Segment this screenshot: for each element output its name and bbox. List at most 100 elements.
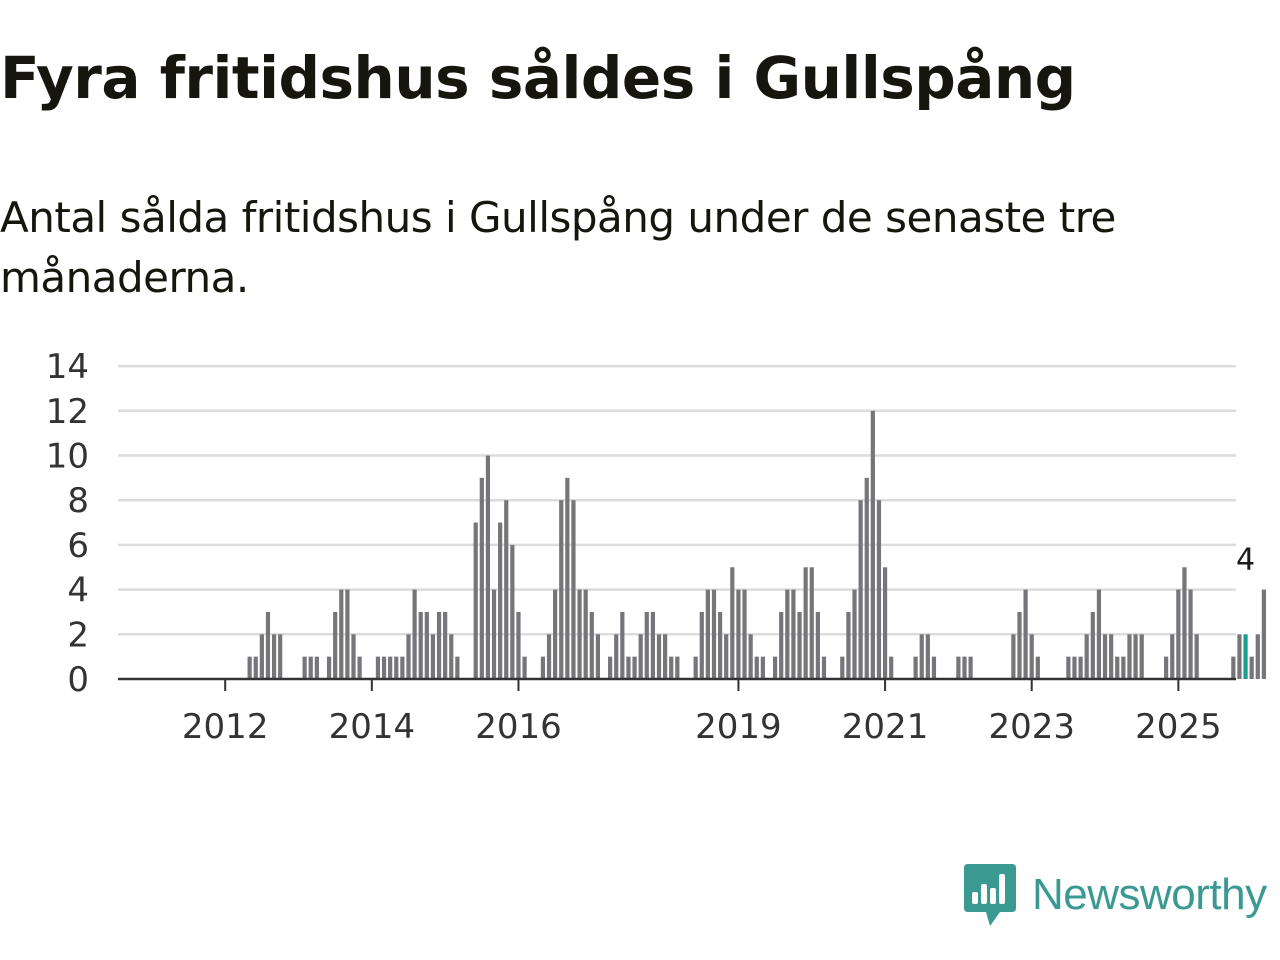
bar [314, 656, 319, 679]
bar [259, 634, 264, 679]
bar [388, 656, 393, 679]
bar [809, 567, 814, 679]
bar [1102, 634, 1108, 679]
bar [253, 656, 258, 679]
bar [815, 611, 820, 679]
x-tick-label: 2025 [1135, 707, 1222, 747]
bar [632, 656, 637, 679]
bar [1255, 634, 1260, 679]
bar [699, 611, 704, 679]
bar [1078, 656, 1083, 679]
bar [522, 656, 527, 679]
bar [638, 634, 643, 679]
y-tick-label: 6 [67, 526, 89, 566]
bar [424, 611, 429, 679]
bar [381, 656, 387, 679]
bar [455, 656, 460, 679]
y-tick-label: 8 [67, 481, 89, 521]
bar [516, 611, 521, 679]
y-tick-label: 12 [46, 392, 89, 432]
bar [1188, 589, 1193, 679]
bar [326, 656, 332, 679]
y-tick-label: 14 [46, 347, 89, 387]
chart-title: Fyra fritidshus såldes i Gullspång [0, 44, 1076, 112]
bar [919, 634, 924, 679]
bar [302, 656, 307, 679]
bar [559, 500, 564, 679]
bar [400, 656, 405, 679]
bar [1133, 634, 1138, 679]
bar [724, 634, 729, 679]
bar [247, 656, 252, 679]
bar [1109, 634, 1114, 679]
bar [565, 477, 570, 679]
bar [821, 656, 827, 679]
bar [595, 634, 600, 679]
x-tick-label: 2021 [842, 707, 929, 747]
x-tick-label: 2016 [475, 707, 562, 747]
bar [675, 656, 680, 679]
bar [443, 611, 448, 679]
y-tick-label: 4 [67, 571, 89, 611]
bar [968, 656, 973, 679]
bar [791, 589, 796, 679]
bar [1011, 634, 1016, 679]
bar [1017, 611, 1022, 679]
bar [351, 634, 356, 679]
bar [510, 544, 515, 679]
bar [412, 589, 417, 679]
bar [577, 589, 582, 679]
bar [265, 611, 271, 679]
bar [846, 611, 851, 679]
bar [1164, 656, 1169, 679]
bar [705, 589, 710, 679]
bar [803, 567, 808, 679]
bar [473, 522, 478, 679]
bar [430, 634, 436, 679]
bar [852, 589, 857, 679]
bar [785, 589, 790, 679]
bar [876, 500, 882, 679]
x-axis-tick-labels: 2012 2014 2016 2019 2021 2023 2025 [182, 707, 1222, 747]
bar [760, 656, 765, 679]
bar [931, 656, 937, 679]
bar [1090, 611, 1095, 679]
bar [620, 611, 625, 679]
bar [742, 589, 747, 679]
bar [504, 500, 509, 679]
newsworthy-brand[interactable]: Newsworthy [962, 860, 1267, 930]
bar [1121, 656, 1126, 679]
bar [882, 567, 888, 679]
bar [1237, 634, 1242, 679]
bar [779, 611, 784, 679]
y-tick-label: 2 [67, 615, 89, 655]
bar [375, 656, 381, 679]
bar [754, 656, 759, 679]
bar [925, 634, 930, 679]
bar [913, 656, 918, 679]
bar [736, 589, 741, 679]
bar [797, 611, 802, 679]
bar [436, 611, 442, 679]
bar [345, 589, 350, 679]
bar [663, 634, 668, 679]
bar [1176, 589, 1181, 679]
x-tick-label: 2014 [329, 707, 416, 747]
bar [870, 410, 875, 679]
bar [540, 656, 546, 679]
bar [308, 656, 313, 679]
bar [1261, 589, 1266, 679]
newsworthy-logo-icon [964, 864, 1016, 926]
bar [626, 656, 631, 679]
bar [730, 567, 735, 679]
bar [1249, 656, 1254, 679]
bar [418, 611, 423, 679]
y-axis-tick-labels: 0 24 6 810 12 14 [46, 347, 89, 700]
bar [656, 634, 662, 679]
grid-lines [118, 364, 1236, 636]
bar [669, 656, 674, 679]
bar [1035, 656, 1040, 679]
bar [1115, 656, 1120, 679]
bar [1072, 656, 1077, 679]
